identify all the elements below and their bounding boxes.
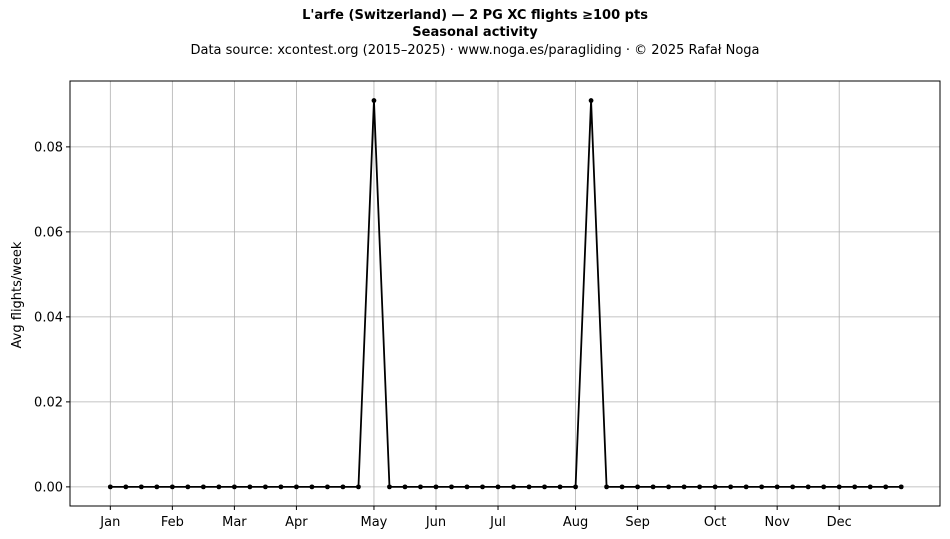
x-tick-label: Jun	[425, 515, 446, 530]
y-tick-label: 0.04	[34, 310, 63, 325]
data-point	[185, 484, 191, 490]
data-point	[573, 484, 578, 490]
data-point	[697, 484, 703, 490]
y-tick-label: 0.02	[34, 395, 63, 410]
data-point	[619, 484, 625, 490]
data-point	[294, 484, 299, 490]
x-axis: Jan Feb Mar Apr May Jun Jul Aug Sep Oct Nov Dec	[99, 506, 852, 530]
chart-subtitle: Seasonal activity	[412, 25, 538, 40]
chart-title: L'arfe (Switzerland) — 2 PG XC flights ≥…	[302, 8, 648, 23]
x-tick-label: May	[361, 515, 388, 530]
data-point	[867, 484, 873, 490]
data-point	[852, 484, 858, 490]
x-tick-label: Oct	[704, 515, 726, 530]
y-tick-label: 0.00	[34, 480, 63, 495]
data-point	[123, 484, 129, 490]
data-point	[309, 484, 315, 490]
x-tick-label: Feb	[161, 515, 184, 530]
data-point	[650, 484, 656, 490]
data-point	[356, 484, 361, 490]
data-point	[464, 484, 470, 490]
data-point	[790, 484, 796, 490]
data-point	[588, 98, 594, 103]
data-point	[402, 484, 408, 490]
data-point	[526, 484, 532, 490]
data-point	[325, 484, 330, 490]
data-point	[138, 484, 144, 490]
data-point	[200, 484, 206, 490]
grid	[70, 81, 940, 506]
data-point	[418, 484, 423, 490]
y-tick-label: 0.06	[34, 225, 63, 240]
data-point	[774, 484, 780, 490]
series	[107, 98, 904, 490]
data-point	[898, 484, 904, 490]
x-tick-label: Jul	[489, 515, 506, 530]
data-point	[743, 484, 749, 490]
data-point	[449, 484, 454, 490]
data-point	[681, 484, 687, 490]
data-point	[387, 484, 392, 490]
y-tick-label: 0.08	[34, 140, 63, 155]
data-point	[480, 484, 485, 490]
data-point	[154, 484, 160, 490]
data-point	[712, 484, 718, 490]
chart-source: Data source: xcontest.org (2015–2025) · …	[190, 43, 760, 58]
y-axis-label: Avg flights/week	[10, 241, 25, 348]
data-point	[278, 484, 284, 490]
data-point	[635, 484, 640, 490]
x-tick-label: Apr	[285, 515, 308, 530]
data-point	[557, 484, 563, 490]
y-axis: 0.00 0.02 0.04 0.06 0.08	[34, 140, 70, 495]
x-tick-label: Sep	[625, 515, 650, 530]
x-tick-label: Mar	[222, 515, 247, 530]
data-point	[759, 484, 765, 490]
data-point	[542, 484, 547, 490]
data-point	[821, 484, 827, 490]
data-point	[836, 484, 842, 490]
plot-area	[69, 80, 941, 507]
x-tick-label: Aug	[563, 515, 588, 530]
data-point	[169, 484, 175, 490]
data-point	[495, 484, 501, 490]
x-tick-label: Dec	[827, 515, 852, 530]
data-point	[216, 484, 222, 490]
x-tick-label: Jan	[99, 515, 120, 530]
data-point	[340, 484, 346, 490]
data-point	[231, 484, 237, 490]
data-point	[666, 484, 672, 490]
data-point	[805, 484, 811, 490]
data-point	[107, 484, 113, 490]
data-point	[371, 98, 377, 103]
x-tick-label: Nov	[764, 515, 790, 530]
data-point	[883, 484, 889, 490]
data-point	[511, 484, 516, 490]
data-point	[263, 484, 268, 490]
data-point	[604, 484, 609, 490]
data-point	[728, 484, 734, 490]
data-point	[433, 484, 439, 490]
data-point	[247, 484, 253, 490]
series-line	[110, 99, 902, 488]
